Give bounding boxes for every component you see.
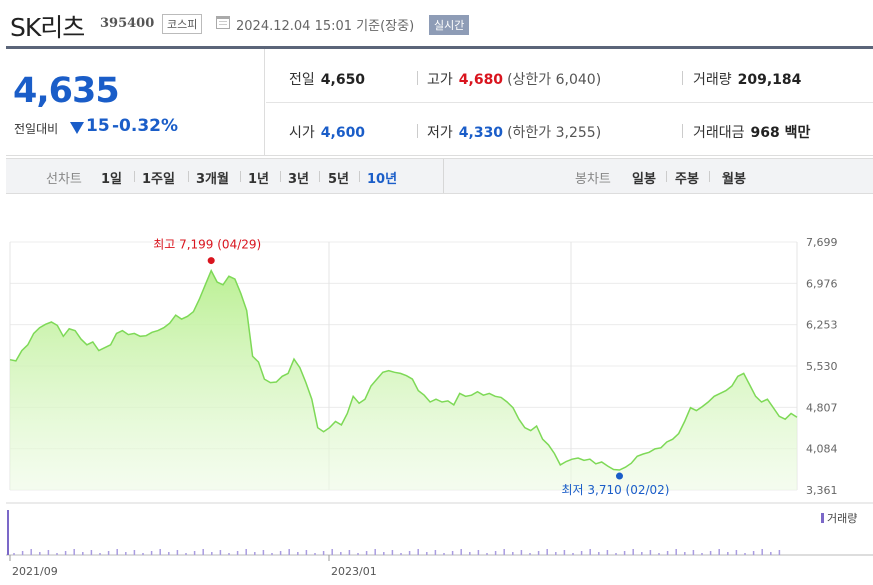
candle-chart-label: 봉차트	[575, 172, 611, 187]
candle-daily[interactable]: 일봉	[632, 172, 656, 187]
volume-label: 거래량	[693, 72, 732, 88]
price-area	[10, 270, 797, 490]
divider	[709, 171, 710, 182]
y-tick-label: 6,976	[806, 277, 838, 290]
trade-amount: 거래대금 968 백만	[693, 122, 810, 142]
high-annotation: 최고 7,199 (04/29)	[153, 238, 261, 252]
low-value: 4,330	[458, 125, 504, 141]
y-tick-label: 4,084	[806, 443, 838, 456]
y-tick-label: 5,530	[806, 360, 838, 373]
prev-close-label: 전일	[289, 72, 315, 88]
volume-swatch	[821, 513, 824, 523]
divider	[188, 171, 189, 182]
period-5y[interactable]: 5년	[328, 172, 350, 187]
live-badge[interactable]: 실시간	[429, 15, 470, 35]
divider	[417, 124, 418, 138]
divider	[666, 171, 667, 182]
y-tick-label: 3,361	[806, 484, 838, 497]
x-tick-label: 2023/01	[331, 565, 377, 578]
low-label: 저가	[427, 125, 453, 141]
price-line	[9, 268, 798, 471]
low-marker	[615, 472, 623, 480]
market-badge: 코스피	[162, 14, 203, 34]
timestamp: 2024.12.04 15:01 기준(장중)	[236, 19, 415, 34]
y-tick-label: 6,253	[806, 319, 838, 332]
volume: 거래량 209,184	[693, 69, 801, 89]
high-label: 고가	[427, 72, 453, 88]
compare-label: 전일대비	[14, 122, 59, 136]
period-1d[interactable]: 1일	[101, 172, 123, 187]
period-10y[interactable]: 10년	[367, 172, 398, 187]
divider	[134, 171, 135, 182]
price-chart-svg: 최고 7,199 (04/29) 최저 3,710 (02/02) 7,699 6,…	[6, 236, 873, 578]
volume-value: 209,184	[737, 72, 802, 88]
open-label: 시가	[289, 125, 315, 141]
volume-legend: 거래량	[821, 510, 857, 526]
prev-close: 전일 4,650	[289, 69, 365, 89]
divider	[240, 171, 241, 182]
divider	[682, 124, 683, 138]
amount-label: 거래대금	[693, 125, 745, 141]
divider	[417, 71, 418, 85]
divider	[319, 171, 320, 182]
high-marker	[207, 257, 215, 265]
chart-period-bar: 선차트 1일 1주일 3개월 1년 3년 5년 10년 봉차트 일봉 주봉 월봉	[6, 158, 873, 194]
current-price: 4,635	[13, 71, 120, 111]
high-value: 4,680	[458, 72, 504, 88]
calendar-icon	[216, 16, 230, 29]
candle-weekly[interactable]: 주봉	[675, 172, 699, 187]
amount-value: 968 백만	[750, 125, 811, 141]
prev-close-value: 4,650	[320, 72, 366, 88]
divider	[682, 71, 683, 85]
price-chart[interactable]: 최고 7,199 (04/29) 최저 3,710 (02/02) 7,699 6,…	[0, 228, 873, 585]
quote-panel: 4,635 전일대비 15 -0.32% 전일 4,650 시가 4,600 고가 4…	[6, 46, 873, 156]
upper-limit: (상한가 6,040)	[507, 72, 602, 88]
candle-monthly[interactable]: 월봉	[722, 172, 746, 187]
row-divider	[266, 102, 873, 103]
y-tick-label: 7,699	[806, 236, 838, 249]
high-price: 고가 4,680 (상한가 6,040)	[427, 69, 601, 89]
x-tick-label: 2021/09	[12, 565, 58, 578]
volume-legend-label: 거래량	[827, 512, 858, 525]
y-tick-label: 4,807	[806, 401, 838, 414]
price-summary: 4,635 전일대비 15 -0.32%	[6, 49, 265, 156]
stock-header: SK리츠 395400 코스피 2024.12.04 15:01 기준(장중) …	[0, 0, 873, 46]
price-change-pct: -0.32%	[112, 116, 179, 136]
low-price: 저가 4,330 (하한가 3,255)	[427, 122, 601, 142]
stock-code: 395400	[100, 16, 155, 31]
period-3y[interactable]: 3년	[288, 172, 310, 187]
line-chart-label: 선차트	[46, 172, 82, 187]
open-price: 시가 4,600	[289, 122, 365, 142]
divider	[443, 159, 444, 193]
low-annotation: 최저 3,710 (02/02)	[561, 483, 669, 497]
period-1w[interactable]: 1주일	[142, 172, 175, 187]
price-change: 15	[86, 116, 110, 136]
down-triangle-icon	[70, 122, 84, 134]
period-1y[interactable]: 1년	[248, 172, 270, 187]
divider	[280, 171, 281, 182]
divider	[359, 171, 360, 182]
period-3m[interactable]: 3개월	[196, 172, 229, 187]
stock-name: SK리츠	[10, 13, 85, 42]
open-value: 4,600	[320, 125, 366, 141]
lower-limit: (하한가 3,255)	[507, 125, 602, 141]
